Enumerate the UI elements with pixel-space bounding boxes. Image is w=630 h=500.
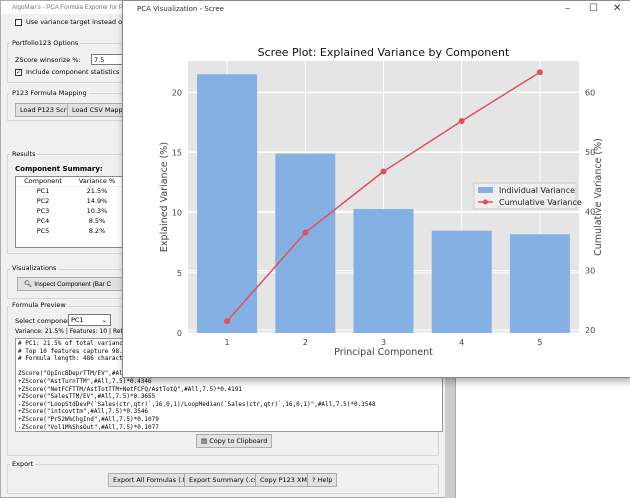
table-row[interactable]: PC1 21.5% [16, 187, 124, 197]
copy-to-clipboard-button[interactable]: ▤ Copy to Clipboard [196, 434, 273, 448]
y-tick-label: 0 [177, 329, 182, 338]
cell: PC3 [36, 207, 50, 215]
x-tick-label: 5 [537, 338, 542, 347]
cell: PC4 [36, 217, 50, 225]
load-csv-mapping-button[interactable]: Load CSV Mapping [67, 103, 138, 117]
help-label: Help [317, 476, 333, 484]
zscore-label: ZScore winsorize %: [15, 56, 81, 64]
cell: 8.5% [88, 217, 106, 225]
load-p123-script-button[interactable]: Load P123 Script [15, 103, 80, 117]
include-stats-checkbox[interactable]: ✓ Include component statistics as com [15, 68, 145, 76]
y-tick-label: 20 [172, 88, 182, 97]
close-button[interactable]: ✕ [613, 3, 622, 14]
export-label: Export [10, 460, 36, 468]
code-line: # Formula length: 486 characters [18, 355, 134, 363]
legend-label: Individual Variance [499, 186, 575, 195]
table-header: Component Variance % [16, 177, 124, 187]
use-variance-checkbox[interactable]: Use variance target instead of max fe [15, 18, 149, 26]
y2-tick-label: 40 [585, 207, 595, 216]
code-line: +ZScore("SalesTTM/EV",#All,7.5)*0.3655 [18, 393, 156, 401]
column-header: Variance % [78, 177, 116, 185]
copy-label: Copy to Clipboard [209, 437, 268, 445]
export-group [7, 464, 439, 494]
help-icon: ? [312, 476, 318, 484]
y-tick-label: 15 [172, 148, 182, 157]
pca-window: PCA Visualization - Scree – ☐ ✕ 0 5 10 15 20… [122, 0, 630, 378]
copy-p123-xml-button[interactable]: Copy P123 XML [255, 473, 316, 487]
bar [353, 209, 414, 333]
include-stats-label: Include component statistics as com [26, 68, 145, 76]
cell: PC2 [36, 197, 50, 205]
component-summary-table: Component Variance % PC1 21.5% PC2 14.9% PC… [15, 176, 125, 248]
legend-swatch-marker [483, 199, 488, 205]
x-tick-label: 3 [381, 338, 386, 347]
select-component-label: Select component: [15, 317, 77, 325]
inspect-component-label: Inspect Component (Bar C [34, 281, 112, 288]
y2-tick-label: 20 [585, 326, 595, 335]
cumulative-point [536, 69, 543, 76]
y-axis-label: Explained Variance (%) [159, 142, 170, 252]
component-select-value: PC1 [71, 316, 84, 324]
cell: 10.3% [86, 207, 108, 215]
y2-tick-label: 60 [585, 88, 595, 97]
scree-chart: 0 5 10 15 20 20 30 40 50 60 1 2 3 4 5 Scree Plot: Expla… [159, 46, 604, 358]
magnifier-icon: 🔍︎ [24, 280, 33, 288]
help-button[interactable]: ? Help [307, 473, 338, 487]
chart-title: Scree Plot: Explained Variance by Compon… [258, 46, 510, 59]
bar [275, 153, 336, 333]
cell: 8.2% [88, 227, 106, 235]
cell: 21.5% [86, 187, 108, 195]
y-tick-label: 5 [177, 269, 182, 278]
formula-preview-label: Formula Preview [10, 301, 68, 309]
visualizations-label: Visualizations [10, 264, 59, 272]
export-summary-button[interactable]: Export Summary (.csv) [184, 473, 269, 487]
component-summary-title: Component Summary: [15, 165, 103, 173]
chevron-down-icon: ⌄ [101, 316, 107, 324]
y-tick-label: 10 [172, 209, 182, 218]
cumulative-point [224, 318, 231, 325]
y2-axis-label: Cumulative Variance (%) [593, 138, 604, 256]
code-line: # PC1: 21.5% of total variance [18, 340, 127, 347]
code-line: +ZScore("Pr52W%ChgInd",#All,7.5)*0.1079 [18, 415, 159, 423]
formula-stats: Variance: 21.5% | Features: 10 | Retaine… [15, 328, 142, 335]
cumulative-point [458, 117, 465, 124]
cumulative-point [302, 229, 309, 236]
cell: PC5 [36, 227, 50, 235]
y2-tick-label: 30 [585, 267, 595, 276]
p123-options-label: Portfolio123 Options [10, 39, 81, 47]
table-row[interactable]: PC2 14.9% [16, 197, 124, 207]
legend-label: Cumulative Variance [499, 198, 582, 207]
x-tick-label: 1 [225, 338, 230, 347]
table-row[interactable]: PC4 8.5% [16, 217, 124, 227]
x-tick-label: 4 [459, 338, 464, 347]
code-line: ZScore("OpIncBDeprTTM/EV",#All,7.5)*0.45… [18, 370, 170, 378]
maximize-button[interactable]: ☐ [589, 3, 598, 14]
use-variance-label: Use variance target instead of max fe [26, 18, 149, 26]
x-tick-label: 2 [303, 338, 308, 347]
code-line: +ZScore("NetFCFTTM/AstTotTTM+NetFCFQ/Ast… [18, 385, 242, 393]
bar [509, 234, 570, 333]
code-line: -ZScore("LoopStdDevP(`Sales(ctr,qtr)`,16… [18, 400, 376, 408]
cell: PC1 [36, 187, 50, 195]
mapping-label: P123 Formula Mapping [10, 89, 89, 97]
component-select[interactable]: PC1 ⌄ [68, 314, 111, 326]
legend-swatch-bar [478, 187, 493, 193]
table-row[interactable]: PC5 8.2% [16, 227, 124, 237]
bar [431, 230, 492, 333]
table-row[interactable]: PC3 10.3% [16, 207, 124, 217]
code-line: -ZScore("Vol1M%ShsOut",#All,7.5)*0.1077 [18, 423, 159, 431]
code-line: # Top 10 features capture 98.4 [18, 347, 127, 355]
results-label: Results [10, 150, 38, 158]
code-line: +ZScore("AstTurnTTM",#All,7.5)*0.4346 [18, 377, 152, 385]
bar [197, 74, 258, 333]
x-axis-label: Principal Component [334, 347, 433, 358]
clipboard-icon: ▤ [201, 437, 210, 445]
cell: 14.9% [86, 197, 108, 205]
pca-window-title: PCA Visualization - Scree [123, 1, 630, 17]
column-header: Component [24, 177, 62, 185]
cumulative-point [380, 168, 387, 175]
minimize-button[interactable]: – [565, 3, 570, 14]
y2-tick-label: 50 [585, 148, 595, 157]
code-line: +ZScore("intcovttm",#All,7.5)*0.3546 [18, 408, 149, 416]
